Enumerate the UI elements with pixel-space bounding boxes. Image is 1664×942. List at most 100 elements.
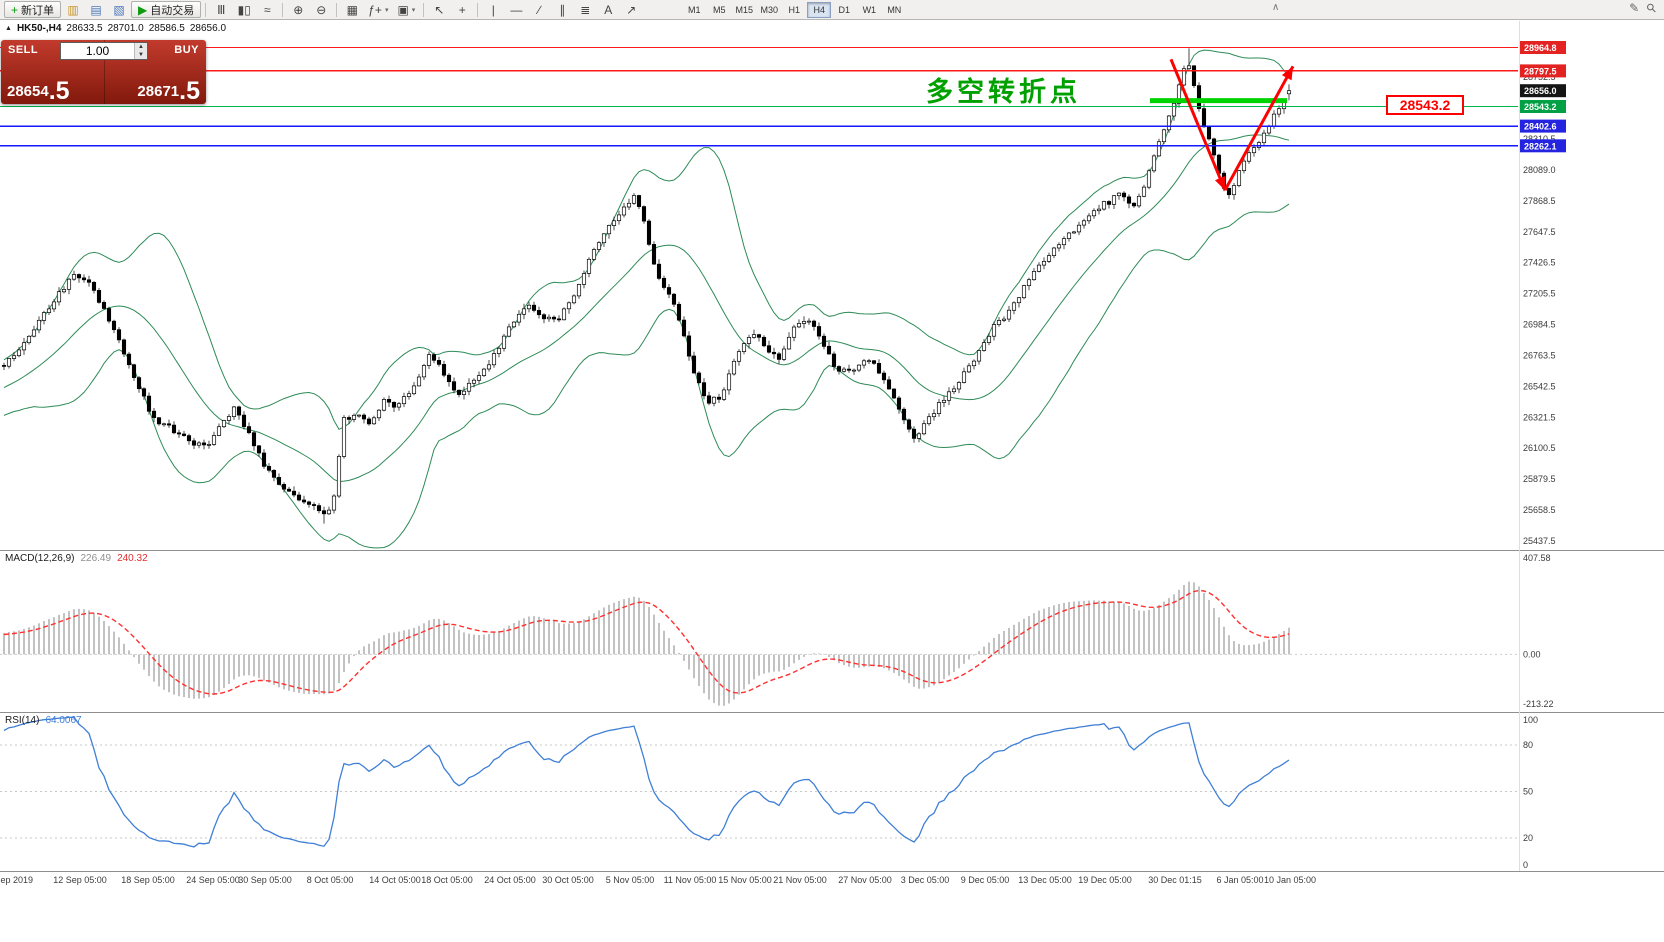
- navigator-button[interactable]: ▧: [108, 1, 130, 18]
- bar-chart-button[interactable]: Ⅲ: [210, 1, 232, 18]
- svg-text:0: 0: [1523, 860, 1528, 870]
- toolbar-overflow-button[interactable]: ∧: [1272, 2, 1280, 13]
- turning-point-annotation[interactable]: 多空转折点: [926, 77, 1081, 107]
- tile-windows-button[interactable]: ▦: [341, 1, 363, 18]
- channel-button[interactable]: ∥: [551, 1, 573, 18]
- panel-toggle-icon[interactable]: ▲: [5, 25, 12, 32]
- toolbar-separator: [205, 2, 207, 17]
- pane-divider-macd[interactable]: [0, 548, 1664, 553]
- volume-value[interactable]: 1.00: [85, 44, 110, 58]
- price-axis-area[interactable]: [1520, 20, 1664, 871]
- svg-text:27 Nov 05:00: 27 Nov 05:00: [838, 875, 892, 885]
- svg-text:80: 80: [1523, 740, 1533, 750]
- macd-header: MACD(12,26,9) 226.49 240.32: [5, 553, 148, 564]
- chevron-down-icon: ▾: [384, 6, 389, 14]
- svg-text:28402.6: 28402.6: [1524, 122, 1557, 132]
- svg-text:30 Oct 05:00: 30 Oct 05:00: [542, 875, 594, 885]
- svg-text:9 Dec 05:00: 9 Dec 05:00: [961, 875, 1010, 885]
- horizontal-line-button[interactable]: ―: [505, 1, 527, 18]
- pencil-button[interactable]: ✎: [1629, 1, 1640, 15]
- price-badge-28964.8: [1520, 41, 1566, 54]
- line-chart-button[interactable]: ≈: [256, 1, 278, 18]
- volume-stepper[interactable]: 1.00 ▲ ▼: [60, 42, 148, 60]
- level-lines[interactable]: [0, 46, 1518, 147]
- bar-chart-icon: Ⅲ: [217, 2, 226, 17]
- trend-arrow-line: [1169, 58, 1227, 191]
- price-badge-28262.1: [1520, 139, 1566, 153]
- chart-drawings[interactable]: [1150, 58, 1295, 191]
- volume-down-button[interactable]: ▼: [135, 51, 147, 59]
- timeframe-h1-button[interactable]: H1: [788, 4, 801, 15]
- market-watch-button[interactable]: ▥: [62, 1, 84, 18]
- crosshair-button[interactable]: +: [451, 1, 473, 18]
- macd-main-value: 226.49: [80, 553, 112, 564]
- candlestick-chart-button[interactable]: ▮▯: [233, 1, 255, 18]
- autotrading-button-label: 自动交易: [150, 4, 195, 17]
- market-watch-icon: ▥: [67, 2, 79, 17]
- timeframe-h4-button[interactable]: H4: [807, 1, 832, 18]
- time-axis-area[interactable]: [0, 871, 1664, 891]
- toolbar-separator: [336, 2, 338, 17]
- svg-text:18 Oct 05:00: 18 Oct 05:00: [421, 875, 473, 885]
- timeframe-m1-button[interactable]: M1: [688, 4, 701, 15]
- svg-text:28656.0: 28656.0: [1524, 86, 1557, 96]
- text-button[interactable]: A: [597, 1, 619, 18]
- svg-text:28797.5: 28797.5: [1524, 66, 1557, 76]
- svg-text:6 Jan 05:00: 6 Jan 05:00: [1216, 875, 1263, 885]
- candles-layer: [1, 48, 1292, 524]
- sell-button[interactable]: SELL: [8, 44, 39, 56]
- timeframe-mn-button[interactable]: MN: [887, 4, 902, 15]
- timeframe-d1-button[interactable]: D1: [838, 4, 851, 15]
- trendline-button[interactable]: ∕: [528, 1, 550, 18]
- svg-text:18 Sep 05:00: 18 Sep 05:00: [121, 875, 175, 885]
- zoom-out-button[interactable]: ⊖: [310, 1, 332, 18]
- navigator-icon: ▧: [113, 2, 125, 17]
- svg-text:10 Jan 05:00: 10 Jan 05:00: [1264, 875, 1316, 885]
- svg-text:26984.5: 26984.5: [1523, 320, 1556, 330]
- timeframe-m5-button[interactable]: M5: [713, 4, 726, 15]
- periods-icon: ▣: [397, 2, 409, 17]
- trend-arrow-line: [1223, 65, 1295, 191]
- data-window-button[interactable]: ▤: [85, 1, 107, 18]
- search-button[interactable]: ⚲: [1643, 0, 1660, 17]
- buy-price[interactable]: 28671 .5: [137, 78, 200, 103]
- pane-divider-rsi[interactable]: [0, 710, 1664, 715]
- indicators-button[interactable]: ƒ+ ▾: [364, 1, 392, 18]
- fibonacci-button[interactable]: ≣: [574, 1, 596, 18]
- macd-pane: 407.58 0.00 -213.22: [0, 553, 1554, 709]
- buy-price-main: 28671: [137, 83, 180, 100]
- macd-histogram: [3, 581, 1290, 706]
- svg-text:27647.5: 27647.5: [1523, 227, 1556, 237]
- zoom-in-button[interactable]: ⊕: [287, 1, 309, 18]
- new-order-icon: +: [11, 2, 19, 17]
- svg-text:0.00: 0.00: [1523, 649, 1541, 659]
- close-value: 28656.0: [189, 23, 227, 34]
- high-value: 28701.0: [107, 23, 144, 34]
- text-icon: A: [604, 2, 613, 17]
- new-order-button[interactable]: + 新订单: [4, 1, 62, 18]
- periods-button[interactable]: ▣ ▾: [393, 1, 419, 18]
- svg-text:27868.5: 27868.5: [1523, 196, 1556, 206]
- chart-ohlc-header: ▲ HK50-,H4 28633.5 28701.0 28586.5 28656…: [5, 23, 226, 34]
- low-value: 28586.5: [148, 23, 185, 34]
- volume-up-button[interactable]: ▲: [135, 43, 147, 51]
- vertical-line-button[interactable]: |: [482, 1, 504, 18]
- price-badge-28402.6: [1520, 119, 1566, 133]
- toolbar-overflow-area: ∧: [1272, 2, 1279, 13]
- buy-button[interactable]: BUY: [174, 44, 199, 56]
- timeframe-w1-button[interactable]: W1: [862, 4, 877, 15]
- svg-text:14 Oct 05:00: 14 Oct 05:00: [369, 875, 421, 885]
- timeframe-m30-button[interactable]: M30: [760, 4, 779, 15]
- autotrading-button[interactable]: ▶ 自动交易: [131, 1, 202, 18]
- timeframe-m15-button[interactable]: M15: [735, 4, 754, 15]
- svg-text:24 Sep 05:00: 24 Sep 05:00: [186, 875, 240, 885]
- sell-price[interactable]: 28654 .5: [7, 78, 70, 103]
- cursor-button[interactable]: ↖: [428, 1, 450, 18]
- toolbar-separator: [423, 2, 425, 17]
- svg-text:5 Nov 05:00: 5 Nov 05:00: [606, 875, 655, 885]
- symbol-period-label: HK50-,H4: [16, 23, 62, 34]
- arrows-button[interactable]: ↗: [620, 1, 642, 18]
- level-price-label[interactable]: 28543.2: [1386, 95, 1464, 115]
- chevron-down-icon: ▾: [411, 6, 416, 14]
